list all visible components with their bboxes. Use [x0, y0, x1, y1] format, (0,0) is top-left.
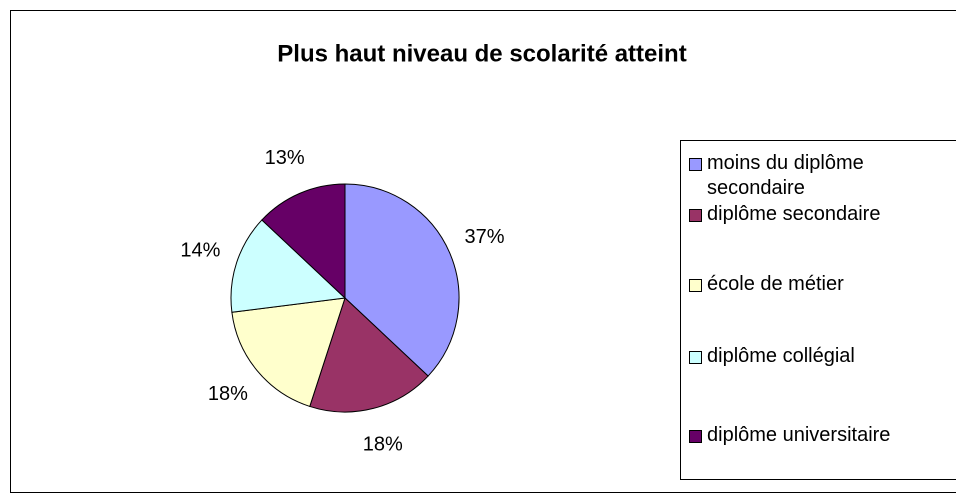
legend-swatch	[689, 351, 702, 364]
data-label: 13%	[265, 147, 305, 169]
data-label: 18%	[208, 383, 248, 405]
legend-item: diplôme secondaire	[689, 202, 880, 227]
legend-item: diplôme universitaire	[689, 423, 890, 448]
data-label: 18%	[363, 434, 403, 456]
pie-slice	[309, 297, 429, 413]
pie-slice	[261, 183, 346, 300]
data-label: 14%	[180, 239, 220, 261]
legend-label: diplôme secondaire	[707, 203, 881, 225]
pie-slice	[231, 297, 346, 408]
legend-swatch	[689, 279, 702, 292]
pie-slice	[230, 219, 347, 313]
legend-item: école de métier	[689, 272, 844, 297]
legend-swatch	[689, 158, 702, 171]
data-label: 37%	[464, 226, 504, 248]
legend-item: diplôme collégial	[689, 344, 855, 369]
legend-label: école de métier	[707, 273, 844, 295]
legend-item: moins du diplôme secondaire	[689, 151, 907, 201]
legend-label: moins du diplôme secondaire	[707, 152, 864, 199]
legend-swatch	[689, 209, 702, 222]
legend-label: diplôme collégial	[707, 345, 855, 367]
legend-swatch	[689, 430, 702, 443]
chart-title: Plus haut niveau de scolarité atteint	[277, 40, 686, 67]
legend-label: diplôme universitaire	[707, 424, 891, 446]
legend: moins du diplôme secondaire diplôme secon…	[680, 140, 956, 480]
chart-border	[10, 10, 956, 493]
pie-slice	[344, 183, 460, 377]
